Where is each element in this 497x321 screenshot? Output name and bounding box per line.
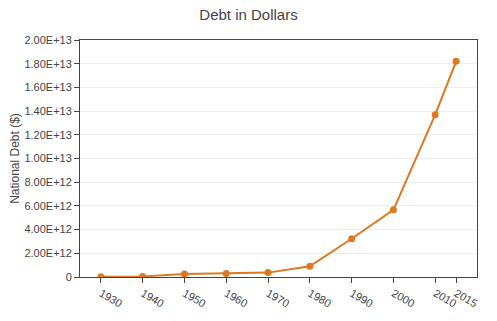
svg-text:2010: 2010: [431, 287, 458, 310]
svg-text:2.00E+13: 2.00E+13: [24, 34, 71, 46]
svg-text:1.00E+13: 1.00E+13: [24, 152, 71, 164]
svg-text:4.00E+12: 4.00E+12: [24, 223, 71, 235]
svg-text:8.00E+12: 8.00E+12: [24, 176, 71, 188]
svg-text:1.80E+13: 1.80E+13: [24, 58, 71, 70]
svg-text:2000: 2000: [390, 287, 417, 310]
svg-text:0: 0: [66, 271, 72, 283]
svg-text:1.60E+13: 1.60E+13: [24, 81, 71, 93]
svg-text:6.00E+12: 6.00E+12: [24, 200, 71, 212]
svg-text:1990: 1990: [348, 287, 375, 310]
svg-text:1940: 1940: [139, 287, 166, 310]
svg-text:1930: 1930: [97, 287, 124, 310]
svg-text:1980: 1980: [306, 287, 333, 310]
svg-text:2.00E+12: 2.00E+12: [24, 247, 71, 259]
svg-text:1970: 1970: [264, 287, 291, 310]
svg-text:Debt in Dollars: Debt in Dollars: [199, 6, 297, 23]
svg-text:National Debt ($): National Debt ($): [8, 113, 22, 204]
svg-text:1.20E+13: 1.20E+13: [24, 129, 71, 141]
svg-text:2015: 2015: [452, 287, 479, 310]
svg-text:1.40E+13: 1.40E+13: [24, 105, 71, 117]
svg-text:1960: 1960: [223, 287, 250, 310]
svg-text:1950: 1950: [181, 287, 208, 310]
